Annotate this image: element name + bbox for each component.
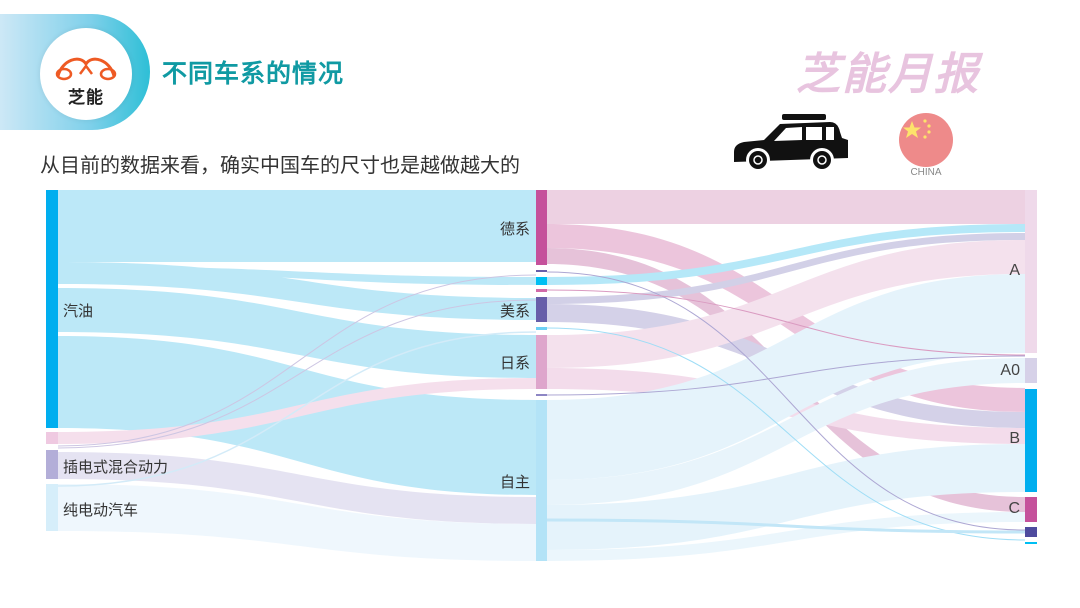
logo: 芝能	[40, 28, 132, 120]
node-unlabeled-cyan-2[interactable]	[536, 327, 547, 330]
page-title: 不同车系的情况	[162, 59, 345, 88]
node-unlabeled-purple-1[interactable]	[536, 270, 547, 272]
label-japanese: 日系	[499, 354, 530, 372]
node-size-b[interactable]	[1025, 389, 1037, 492]
label-german: 德系	[499, 220, 530, 238]
label-size-a0: A0	[1000, 362, 1020, 379]
node-japanese[interactable]	[536, 335, 547, 389]
node-unlabeled-pink-mid[interactable]	[536, 289, 547, 292]
country-label: CHINA	[910, 167, 942, 178]
node-bev[interactable]	[46, 484, 58, 531]
node-size-c[interactable]	[1025, 497, 1037, 522]
node-german[interactable]	[536, 190, 547, 265]
links-left	[57, 190, 537, 561]
node-phev[interactable]	[46, 450, 58, 479]
china-flag-icon	[899, 113, 953, 167]
label-domestic: 自主	[499, 473, 530, 491]
label-gasoline: 汽油	[63, 302, 94, 320]
nodes-left	[46, 190, 58, 531]
links-right	[546, 190, 1026, 561]
label-size-a: A	[1009, 262, 1020, 279]
brand-watermark: 芝能月报	[796, 49, 980, 100]
node-unlabeled-pink-left[interactable]	[46, 432, 58, 444]
node-american[interactable]	[536, 297, 547, 322]
node-gasoline[interactable]	[46, 190, 58, 428]
subtitle: 从目前的数据来看，确实中国车的尺寸也是越做越大的	[40, 153, 520, 177]
label-phev: 插电式混合动力	[63, 458, 169, 476]
suv-car-icon	[734, 114, 848, 172]
node-unlabeled-cyan-right[interactable]	[1025, 542, 1037, 544]
logo-car-icon	[55, 57, 117, 81]
node-unlabeled-cyan-1[interactable]	[536, 277, 547, 285]
node-unlabeled-purple-right[interactable]	[1025, 527, 1037, 537]
node-domestic[interactable]	[536, 400, 547, 561]
label-bev: 纯电动汽车	[63, 501, 139, 519]
label-american: 美系	[499, 302, 530, 320]
label-size-b: B	[1009, 430, 1020, 447]
label-size-c: C	[1008, 500, 1020, 517]
logo-text: 芝能	[68, 88, 104, 108]
nodes-right	[1025, 190, 1037, 544]
node-unlabeled-purple-2[interactable]	[536, 394, 547, 396]
node-size-a[interactable]	[1025, 190, 1037, 353]
nodes-middle	[536, 190, 547, 561]
node-size-a0[interactable]	[1025, 358, 1037, 383]
